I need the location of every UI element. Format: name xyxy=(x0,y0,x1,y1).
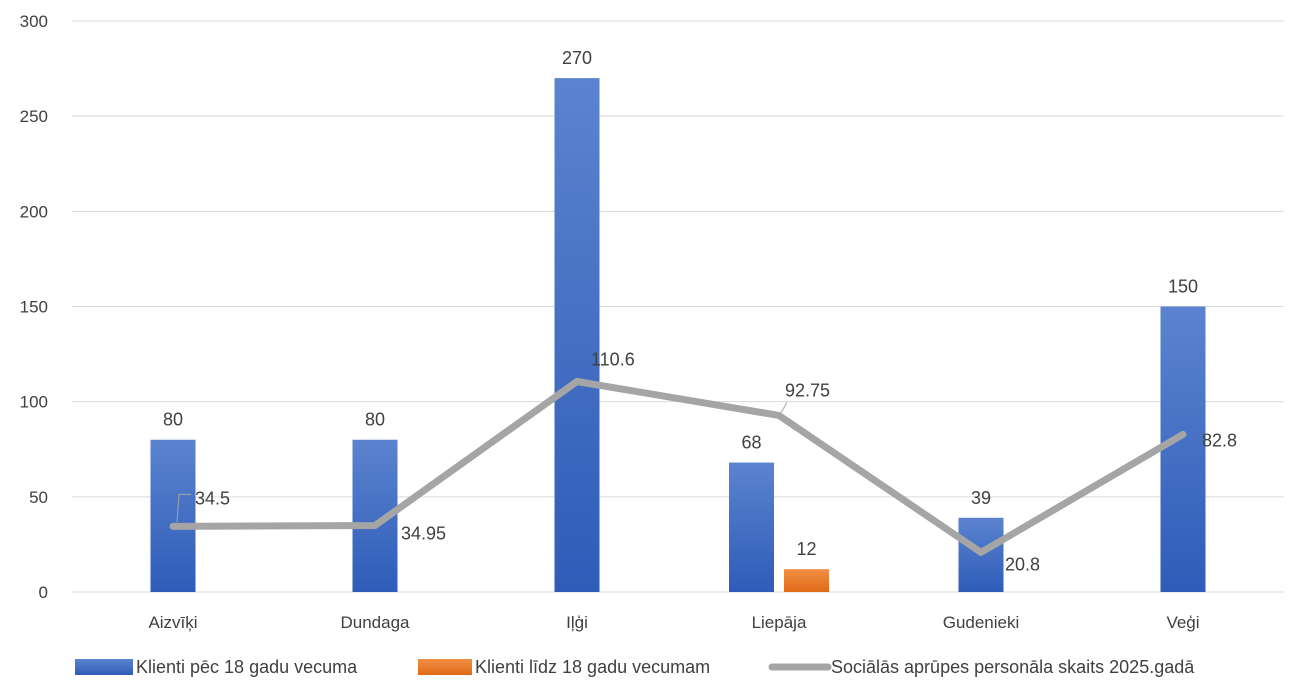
x-category-label: Liepāja xyxy=(752,613,807,632)
x-category-label: Aizvīķi xyxy=(148,613,197,632)
bar-value-label: 150 xyxy=(1168,277,1198,297)
line-series xyxy=(169,377,1187,556)
bar-value-label: 270 xyxy=(562,48,592,68)
x-category-label: Iļģi xyxy=(566,613,588,632)
y-tick-label: 200 xyxy=(20,202,48,221)
leader-line xyxy=(176,493,191,523)
data-labels: 80 80 270 68 12 39 150 34.5 34.95 110.6 92.75 20.8 8… xyxy=(163,48,1237,574)
y-tick-label: 0 xyxy=(39,583,48,602)
y-tick-label: 50 xyxy=(29,488,48,507)
x-category-label: Veģi xyxy=(1166,613,1199,632)
bar-minors xyxy=(784,569,829,592)
legend-label: Klienti pēc 18 gadu vecuma xyxy=(136,657,358,677)
x-category-label: Dundaga xyxy=(340,613,410,632)
legend-label: Klienti līdz 18 gadu vecumam xyxy=(475,657,710,677)
bar-adults xyxy=(729,462,774,592)
leader-line xyxy=(780,402,788,413)
bar-value-label: 12 xyxy=(796,539,816,559)
y-axis-ticks: 0 50 100 150 200 250 300 xyxy=(20,12,48,602)
legend-swatch-minors xyxy=(418,659,472,675)
y-tick-label: 100 xyxy=(20,393,48,412)
line-value-label: 92.75 xyxy=(785,380,830,400)
legend-label: Sociālās aprūpes personāla skaits 2025.g… xyxy=(831,657,1195,677)
bar-value-label: 80 xyxy=(365,410,385,430)
bar-value-label: 39 xyxy=(971,488,991,508)
bar-adults xyxy=(150,439,196,592)
gridlines xyxy=(72,20,1284,593)
bar-adults xyxy=(554,78,600,593)
line-value-label: 82.8 xyxy=(1202,430,1237,450)
line-value-label: 34.95 xyxy=(401,523,446,543)
legend: Klienti pēc 18 gadu vecuma Klienti līdz 1… xyxy=(75,657,1195,677)
bar-value-label: 80 xyxy=(163,410,183,430)
line-staff-count xyxy=(169,377,1187,556)
bar-adults xyxy=(1160,306,1206,592)
x-axis-categories: Aizvīķi Dundaga Iļģi Liepāja Gudenieki Veģi xyxy=(148,613,1199,632)
y-tick-label: 150 xyxy=(20,298,48,317)
line-value-label: 110.6 xyxy=(591,349,635,369)
bar-value-label: 68 xyxy=(741,433,761,453)
line-value-label: 20.8 xyxy=(1005,554,1040,574)
y-tick-label: 300 xyxy=(20,12,48,31)
legend-swatch-adults xyxy=(75,659,133,675)
y-tick-label: 250 xyxy=(20,107,48,126)
line-value-label: 34.5 xyxy=(195,488,230,508)
x-category-label: Gudenieki xyxy=(943,613,1020,632)
